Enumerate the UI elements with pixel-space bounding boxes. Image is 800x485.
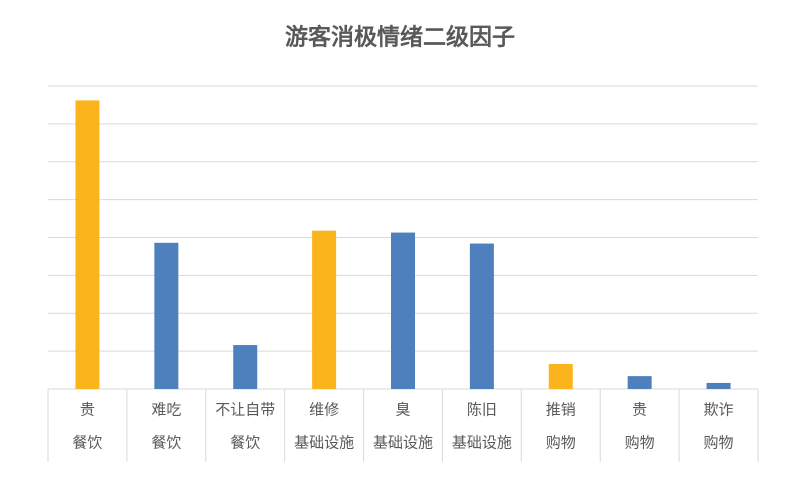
x-group-label: 餐饮 (151, 434, 181, 452)
x-tick-label: 贵 (80, 401, 95, 419)
bar (75, 100, 100, 389)
bar (154, 242, 179, 389)
x-tick-label: 欺诈 (704, 401, 734, 419)
bar (548, 364, 573, 389)
x-group-label: 餐饮 (230, 434, 260, 452)
x-group-label: 餐饮 (72, 434, 102, 452)
bar (706, 382, 731, 389)
x-group-label: 基础设施 (294, 434, 354, 452)
x-group-label: 购物 (704, 434, 734, 452)
x-tick-label: 不让自带 (215, 401, 275, 419)
chart-title: 游客消极情绪二级因子 (285, 24, 515, 51)
x-group-label: 基础设施 (452, 434, 512, 452)
x-tick-label: 陈旧 (467, 401, 497, 419)
x-tick-label: 贵 (632, 401, 647, 419)
x-tick-label: 推销 (546, 401, 576, 419)
bar (233, 345, 258, 389)
x-group-label: 基础设施 (373, 434, 433, 452)
bar (627, 376, 652, 389)
x-group-label: 购物 (625, 434, 655, 452)
x-tick-label: 难吃 (151, 401, 181, 419)
x-tick-label: 维修 (309, 401, 339, 419)
x-tick-label: 臭 (395, 401, 410, 419)
bar (312, 230, 337, 389)
bar (391, 232, 415, 389)
bar (469, 243, 494, 389)
x-group-label: 购物 (546, 434, 576, 452)
